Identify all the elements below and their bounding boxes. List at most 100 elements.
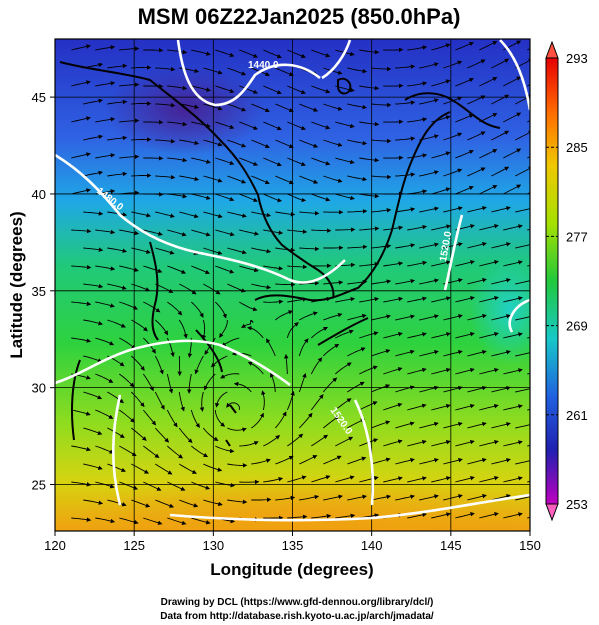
streamline	[83, 134, 104, 141]
streamline	[203, 283, 221, 295]
x-tick-label: 130	[202, 538, 224, 553]
streamline	[202, 427, 219, 441]
streamline	[191, 85, 211, 92]
streamline	[419, 314, 439, 321]
streamline	[107, 99, 128, 105]
streamline	[155, 138, 176, 144]
streamline	[407, 45, 428, 51]
streamline	[407, 260, 428, 267]
streamline	[419, 170, 439, 177]
streamline	[107, 427, 125, 438]
streamline	[239, 157, 259, 166]
streamline	[419, 494, 439, 501]
x-axis-title: Longitude (degrees)	[210, 560, 373, 579]
streamline	[455, 439, 475, 447]
y-axis-title: Latitude (degrees)	[7, 211, 26, 358]
streamline	[214, 301, 227, 319]
streamline	[191, 265, 210, 275]
streamline	[263, 477, 284, 483]
streamline	[311, 475, 331, 483]
streamline	[359, 157, 380, 163]
streamline	[179, 211, 199, 219]
streamline	[335, 157, 355, 165]
streamline	[287, 121, 306, 131]
streamline	[154, 427, 170, 443]
streamline	[431, 440, 451, 447]
streamline	[383, 402, 403, 411]
streamline	[155, 499, 175, 508]
streamline	[323, 455, 342, 465]
streamline	[347, 139, 368, 146]
streamline	[201, 319, 207, 340]
streamline	[263, 435, 281, 447]
streamline	[479, 149, 498, 159]
streamline	[371, 279, 392, 285]
x-tick-label: 140	[361, 538, 383, 553]
streamline	[311, 85, 331, 94]
streamline	[491, 130, 510, 141]
y-tick-label: 40	[32, 187, 46, 202]
streamline	[167, 49, 188, 55]
colorbar-label: 261	[566, 408, 588, 423]
streamline	[515, 424, 530, 429]
streamline	[214, 391, 228, 408]
streamline	[263, 121, 282, 131]
streamline	[203, 463, 223, 472]
streamline	[407, 512, 427, 519]
streamline	[275, 211, 296, 217]
streamline	[491, 350, 511, 357]
streamline	[299, 103, 319, 112]
streamline	[167, 445, 184, 459]
streamline	[269, 372, 276, 393]
x-tick-label: 150	[519, 538, 541, 553]
streamline	[359, 476, 379, 483]
streamline	[95, 81, 116, 87]
streamline	[335, 121, 355, 129]
x-axis: 120 125 130 135 140 145 150	[44, 531, 541, 553]
streamline	[275, 103, 294, 113]
streamline	[178, 427, 193, 444]
streamline	[203, 139, 223, 147]
streamline	[311, 157, 331, 166]
streamline	[491, 206, 511, 213]
streamline	[383, 331, 403, 339]
streamline	[287, 514, 308, 520]
streamline	[179, 283, 197, 295]
streamline	[167, 481, 186, 491]
streamline	[227, 139, 247, 148]
streamline	[395, 421, 415, 429]
streamline	[167, 85, 188, 91]
streamline	[263, 299, 284, 304]
streamline	[227, 499, 248, 505]
streamline	[310, 326, 329, 339]
streamline	[407, 476, 427, 483]
streamline	[311, 434, 329, 447]
streamline	[299, 494, 320, 501]
streamline	[215, 157, 235, 165]
streamline	[322, 343, 340, 357]
streamline	[143, 48, 164, 53]
streamline	[299, 280, 320, 286]
streamline	[479, 439, 499, 447]
streamline	[335, 475, 355, 483]
streamline	[119, 229, 140, 236]
streamline	[443, 458, 463, 465]
streamline	[191, 229, 211, 237]
streamline	[479, 77, 498, 87]
streamline	[335, 436, 354, 447]
streamline	[323, 415, 340, 429]
streamline	[347, 347, 366, 357]
streamline	[71, 80, 91, 87]
streamline	[191, 193, 211, 200]
streamline	[455, 332, 475, 339]
streamline	[503, 296, 523, 303]
streamline	[275, 139, 294, 149]
streamline	[251, 458, 271, 465]
streamline	[191, 445, 209, 458]
streamline	[179, 175, 200, 182]
streamline	[335, 513, 356, 519]
streamline	[383, 367, 403, 375]
streamline	[215, 121, 235, 129]
streamline	[467, 131, 486, 141]
